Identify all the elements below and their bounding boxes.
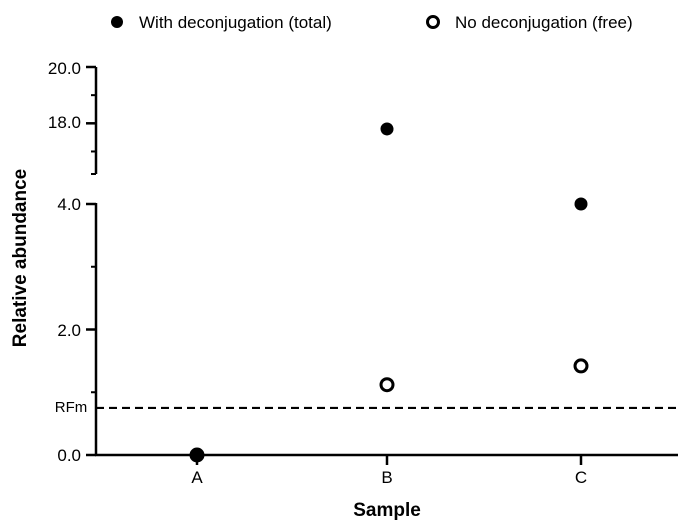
axis-ticks bbox=[86, 65, 583, 465]
data-point-total-a bbox=[190, 448, 204, 462]
x-tick-label-a: A bbox=[191, 468, 203, 487]
legend-label-free: No deconjugation (free) bbox=[455, 13, 633, 32]
y-axis-title: Relative abundance bbox=[10, 169, 31, 347]
data-point-total-b bbox=[380, 122, 394, 136]
legend-marker-total bbox=[111, 16, 123, 28]
data-point-total-c bbox=[574, 197, 588, 211]
x-tick-label-c: C bbox=[575, 468, 587, 487]
legend: With deconjugation (total) No deconjugat… bbox=[111, 13, 633, 32]
y-tick-label-18: 18.0 bbox=[48, 113, 81, 132]
y-tick-label-2: 2.0 bbox=[57, 321, 81, 340]
reference-line-label: RFm bbox=[55, 399, 88, 416]
x-tick-label-b: B bbox=[381, 468, 392, 487]
y-tick-label-20: 20.0 bbox=[48, 59, 81, 78]
data-point-free-c bbox=[573, 358, 589, 374]
data-marks bbox=[96, 122, 678, 463]
legend-label-total: With deconjugation (total) bbox=[139, 13, 332, 32]
y-tick-label-0: 0.0 bbox=[57, 446, 81, 465]
x-axis-title: Sample bbox=[353, 500, 421, 521]
y-tick-label-4: 4.0 bbox=[57, 195, 81, 214]
legend-marker-free bbox=[426, 15, 440, 29]
data-point-free-b bbox=[379, 377, 395, 393]
